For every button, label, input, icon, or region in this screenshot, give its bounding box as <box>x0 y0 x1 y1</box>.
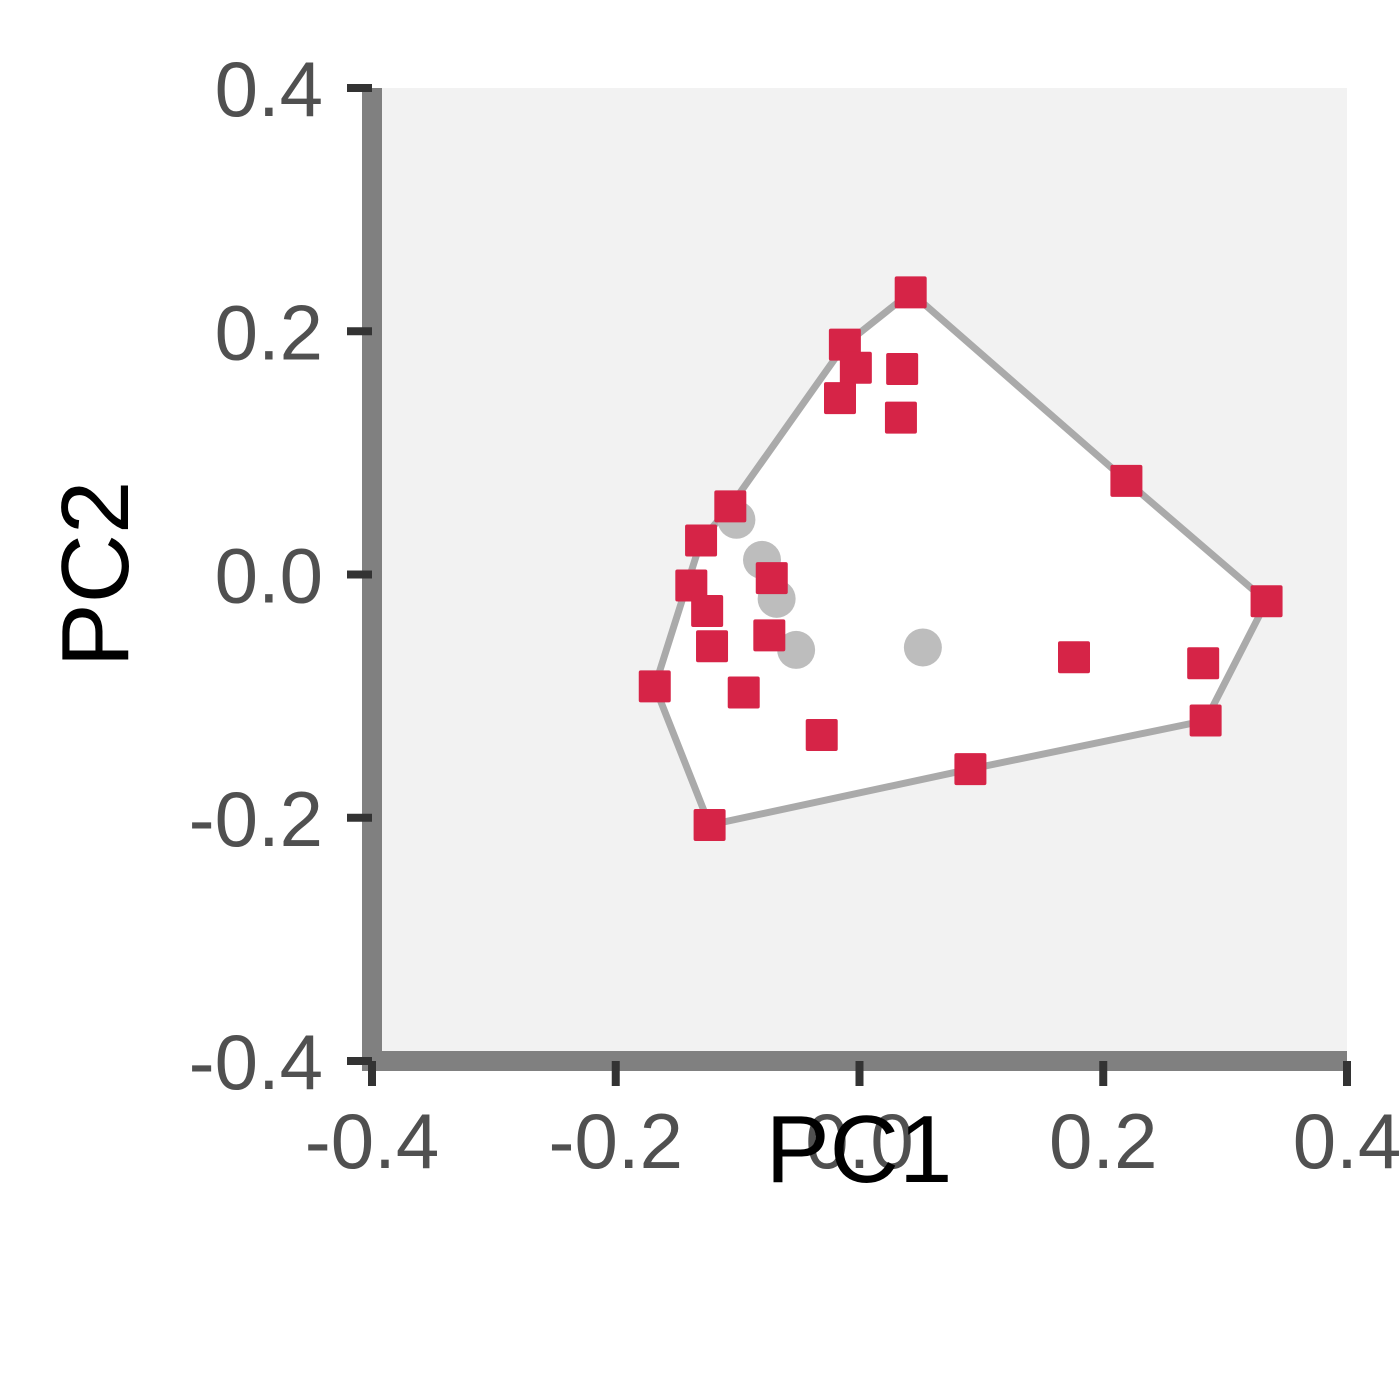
square-point-21 <box>954 753 987 786</box>
square-point-14 <box>1058 641 1090 674</box>
square-point-17 <box>727 676 760 709</box>
square-point-6 <box>1110 464 1143 497</box>
square-point-9 <box>755 562 788 595</box>
square-point-22 <box>693 809 726 842</box>
square-point-15 <box>1187 647 1220 680</box>
y-tick-label-4: 0.4 <box>215 45 323 133</box>
circle-point-4 <box>903 628 942 667</box>
square-point-4 <box>824 382 856 415</box>
square-point-7 <box>714 490 747 523</box>
y-tick-label-0: -0.4 <box>189 1018 323 1106</box>
y-tick-label-1: -0.2 <box>189 775 323 863</box>
square-point-10 <box>675 569 708 602</box>
y-tick-label-3: 0.2 <box>215 288 323 376</box>
square-point-2 <box>839 351 872 384</box>
square-point-20 <box>1189 704 1222 737</box>
square-point-5 <box>884 401 917 434</box>
points-layer <box>638 276 1283 842</box>
x-axis-title: PC1 <box>766 1096 953 1203</box>
square-point-13 <box>696 630 729 663</box>
square-point-16 <box>1250 585 1283 618</box>
square-point-11 <box>691 594 724 627</box>
square-point-12 <box>753 619 786 652</box>
circle-point-3 <box>777 630 816 669</box>
x-tick-label-0: -0.4 <box>305 1097 439 1185</box>
y-axis-title: PC2 <box>42 481 149 668</box>
x-tick-label-4: 0.4 <box>1293 1097 1400 1185</box>
square-point-0 <box>894 276 927 309</box>
x-ticks: -0.4 -0.2 0.0 0.2 0.4 <box>305 1061 1400 1185</box>
y-ticks: -0.4 -0.2 0.0 0.2 0.4 <box>189 45 372 1106</box>
x-tick-label-1: -0.2 <box>549 1097 683 1185</box>
square-point-8 <box>685 524 718 557</box>
square-point-18 <box>638 670 671 703</box>
x-tick-label-2: 0.0 <box>805 1097 913 1185</box>
y-tick-label-2: 0.0 <box>215 532 323 620</box>
square-point-3 <box>886 352 919 385</box>
square-point-19 <box>805 719 838 752</box>
x-tick-label-3: 0.2 <box>1049 1097 1157 1185</box>
